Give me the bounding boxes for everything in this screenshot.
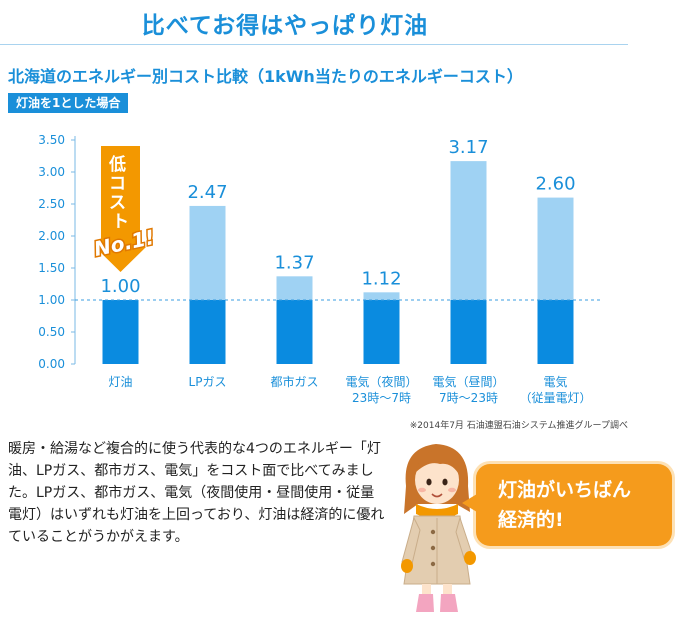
- bar-value-label: 1.12: [361, 268, 401, 289]
- bars: [102, 161, 574, 364]
- bar-base: [363, 300, 400, 364]
- speech-line-2: 経済的!: [498, 509, 564, 531]
- value-labels: 1.00 2.47 1.37 1.12 3.17 2.60: [100, 137, 575, 297]
- y-tick-label: 2.00: [38, 229, 65, 243]
- bar-value-label: 2.60: [535, 174, 575, 195]
- bar-base: [537, 300, 574, 364]
- chart-subtitle-badge: 灯油を1とした場合: [8, 93, 129, 113]
- description-text: 暖房・給湯など複合的に使う代表的な4つのエネルギー「灯油、LPガス、都市ガス、電…: [8, 441, 385, 545]
- page-title: 比べてお得はやっぱり灯油: [141, 13, 429, 39]
- chart-title: 北海道のエネルギー別コスト比較（1kWh当たりのエネルギーコスト）: [8, 67, 523, 86]
- bar-excess: [450, 161, 487, 300]
- y-axis: 0.00 0.50 1.00 1.50 2.00 2.50 3.00 3.50: [38, 133, 76, 371]
- x-category-label: 電気（昼間） 7時〜23時: [432, 374, 504, 405]
- bar-value-label: 1.37: [274, 252, 314, 273]
- bar-excess: [276, 276, 313, 300]
- lowest-cost-label: 低 コ ス ト: [108, 154, 132, 232]
- bar-excess: [363, 292, 400, 300]
- y-tick-label: 2.50: [38, 197, 65, 211]
- x-category-label: 電気（従量電灯）: [519, 374, 591, 405]
- bar-base: [276, 300, 313, 364]
- bar-excess: [537, 197, 574, 300]
- y-tick-label: 0.50: [38, 325, 65, 339]
- lowest-cost-annotation: 低 コ ス ト No.1!: [90, 146, 158, 272]
- lowest-cost-arrow-icon: [95, 146, 146, 272]
- y-tick-label: 0.00: [38, 357, 65, 371]
- girl-mascot-icon: [401, 444, 476, 612]
- y-tick-label: 3.50: [38, 133, 65, 147]
- title-divider: [0, 44, 628, 45]
- bar-value-label: 2.47: [187, 182, 227, 203]
- y-tick-label: 3.00: [38, 165, 65, 179]
- bar-value-label: 1.00: [100, 276, 140, 297]
- x-category-label: 都市ガス: [270, 374, 318, 389]
- bar-value-label: 3.17: [448, 137, 488, 158]
- x-category-label: 電気（夜間） 23時〜7時: [345, 374, 417, 405]
- speech-line-1: 灯油がいちばん: [498, 479, 632, 501]
- bar-excess: [189, 205, 226, 300]
- speech-bubble: 灯油がいちばん 経済的!: [462, 464, 672, 546]
- bar-base: [450, 300, 487, 364]
- x-category-label: LPガス: [189, 375, 227, 389]
- source-note: ※2014年7月 石油連盟石油システム推進グループ調べ: [409, 421, 628, 431]
- y-tick-label: 1.00: [38, 293, 65, 307]
- x-category-label: 灯油: [108, 375, 132, 389]
- bar-base: [102, 300, 139, 364]
- bar-base: [189, 300, 226, 364]
- cost-bar-chart: 0.00 0.50 1.00 1.50 2.00 2.50 3.00 3.50 1.00 2.4…: [38, 133, 602, 405]
- y-tick-label: 1.50: [38, 261, 65, 275]
